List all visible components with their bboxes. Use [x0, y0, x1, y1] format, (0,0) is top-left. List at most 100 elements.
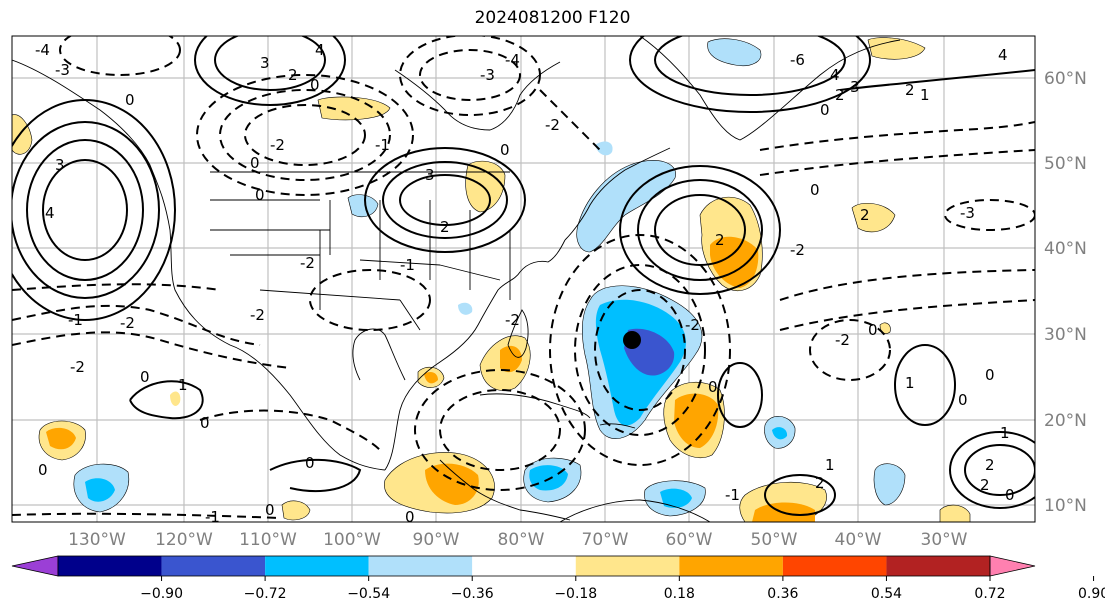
contour-label: -2	[270, 136, 285, 154]
contour-label: 0	[255, 186, 265, 204]
contour-label: -2	[505, 311, 520, 329]
longitude-label: 90°W	[413, 530, 460, 550]
contour-label: 2	[905, 81, 915, 99]
map-title: 2024081200 F120	[474, 8, 631, 28]
colorbar-swatch	[368, 556, 473, 576]
contour-label: -2	[120, 314, 135, 332]
contour-label: 1	[825, 456, 835, 474]
colorbar-tick-label: 0.90	[1078, 586, 1105, 602]
contour-label: -2	[300, 254, 315, 272]
colorbar-tick-label: 0.54	[871, 586, 902, 602]
longitude-label: 30°W	[921, 530, 968, 550]
storm-center-dot	[623, 331, 641, 349]
longitude-label: 120°W	[155, 530, 213, 550]
contour-label: 3	[55, 156, 65, 174]
contour-label: 1	[178, 376, 188, 394]
longitude-label: 50°W	[751, 530, 798, 550]
colorbar-swatch	[161, 556, 266, 576]
contour-label: 2	[860, 206, 870, 224]
colorbar-swatch	[58, 556, 162, 576]
graticule	[12, 36, 1035, 522]
contour-labels: -4 -3 0 4 3 3 4 2 0 -2 0 0 -4 -3 2 3 0 -…	[35, 41, 1015, 526]
contour-label: -2	[790, 241, 805, 259]
contour-label: -3	[480, 66, 495, 84]
contour-label: -6	[790, 51, 805, 69]
latitude-labels: 60°N 50°N 40°N 30°N 20°N 10°N	[1044, 69, 1087, 516]
contour-label: 0	[810, 181, 820, 199]
contour-label: 0	[250, 154, 260, 172]
colorbar-extend-high	[989, 555, 1036, 577]
contour-label: 0	[140, 368, 150, 386]
contour-label: 0	[820, 101, 830, 119]
colorbar-swatch	[782, 556, 887, 576]
colorbar: −0.90 −0.72 −0.54 −0.36 −0.18 0.18 0.36 0.54 0.7…	[11, 555, 1105, 602]
contour-label: 4	[315, 41, 325, 59]
contour-label: -1	[725, 486, 740, 504]
colorbar-tick-label: −0.18	[554, 586, 597, 602]
contour-label: 0	[310, 76, 320, 94]
contour-label: 3	[850, 78, 860, 96]
contour-label: 0	[200, 414, 210, 432]
colorbar-tick-label: −0.54	[347, 586, 390, 602]
colorbar-swatch	[886, 556, 990, 576]
latitude-label: 50°N	[1044, 154, 1087, 174]
contour-label: -3	[55, 61, 70, 79]
map-background	[12, 36, 1035, 522]
contour-label: -1	[205, 508, 220, 526]
latitude-label: 30°N	[1044, 325, 1087, 345]
longitude-label: 80°W	[498, 530, 545, 550]
colorbar-tick-label: 0.36	[767, 586, 798, 602]
colorbar-tick-label: −0.90	[140, 586, 183, 602]
contour-label: -2	[835, 331, 850, 349]
contour-label: 0	[1005, 486, 1015, 504]
contour-label: 2	[985, 456, 995, 474]
contour-label: -2	[545, 116, 560, 134]
contour-label: -1	[375, 136, 390, 154]
contour-label: -2	[70, 358, 85, 376]
contour-label: 4	[998, 46, 1008, 64]
contour-label: 3	[260, 54, 270, 72]
contour-label: 4	[830, 66, 840, 84]
contour-label: 2	[715, 231, 725, 249]
latitude-label: 10°N	[1044, 496, 1087, 516]
contour-label: 0	[405, 508, 415, 526]
latitude-label: 40°N	[1044, 239, 1087, 259]
longitude-label: 40°W	[835, 530, 882, 550]
colorbar-swatch	[265, 556, 369, 576]
contour-label: -1	[68, 311, 83, 329]
contour-label: 0	[265, 501, 275, 519]
contour-label: 1	[1000, 424, 1010, 442]
contour-label: 2	[815, 474, 825, 492]
contour-label: 0	[985, 366, 995, 384]
contour-label: -2	[685, 316, 700, 334]
contour-label: 0	[868, 321, 878, 339]
longitude-label: 70°W	[582, 530, 629, 550]
contour-label: 2	[980, 476, 990, 494]
contour-label: 2	[288, 66, 298, 84]
latitude-label: 20°N	[1044, 411, 1087, 431]
contour-label: 2	[440, 218, 450, 236]
colorbar-extend-low	[11, 555, 59, 577]
colorbar-outline	[57, 555, 991, 577]
contour-label: 0	[500, 141, 510, 159]
colorbar-tick-label: −0.36	[451, 586, 494, 602]
colorbar-swatch	[472, 556, 576, 576]
contour-label: -3	[960, 204, 975, 222]
contour-label: 0	[38, 461, 48, 479]
colorbar-tick-label: 0.72	[974, 586, 1005, 602]
contour-label: 4	[45, 204, 55, 222]
longitude-labels: 130°W 120°W 110°W 100°W 90°W 80°W 70°W 60°W 50°W…	[68, 530, 968, 550]
contour-label: 0	[958, 391, 968, 409]
contour-label: -1	[400, 256, 415, 274]
contour-label: 3	[425, 166, 435, 184]
colorbar-swatch	[679, 556, 783, 576]
longitude-label: 110°W	[239, 530, 297, 550]
contour-label: -2	[250, 306, 265, 324]
contour-label: 0	[125, 91, 135, 109]
contour-label: -4	[505, 51, 520, 69]
negative-contours	[12, 36, 1035, 519]
latitude-label: 60°N	[1044, 69, 1087, 89]
contour-label: -4	[35, 41, 50, 59]
colorbar-tick-label: −0.72	[244, 586, 287, 602]
